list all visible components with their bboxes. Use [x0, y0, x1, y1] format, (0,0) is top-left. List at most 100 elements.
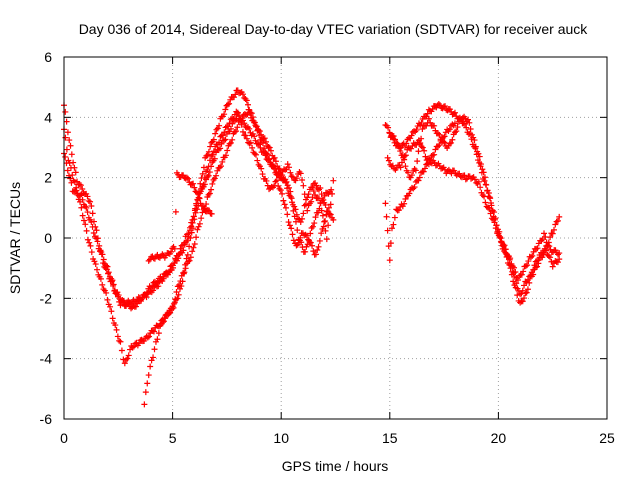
data-point: [154, 279, 161, 286]
data-point: [66, 137, 73, 144]
data-point: [543, 247, 550, 254]
data-point: [275, 182, 282, 189]
data-point: [554, 251, 561, 258]
data-point: [216, 164, 223, 171]
data-point: [147, 363, 154, 370]
data-point: [173, 296, 180, 303]
data-point: [243, 135, 250, 142]
data-point: [518, 290, 525, 297]
data-point: [442, 103, 449, 110]
data-point: [219, 158, 226, 165]
data-point: [231, 129, 238, 136]
data-point: [200, 181, 207, 188]
data-point: [547, 254, 554, 261]
data-point: [274, 163, 281, 170]
data-point: [89, 223, 96, 230]
data-point: [188, 229, 195, 236]
data-point: [267, 147, 274, 154]
data-point: [252, 122, 259, 129]
data-point: [146, 333, 153, 340]
data-point: [171, 245, 178, 252]
data-point: [308, 224, 315, 231]
data-point: [468, 131, 475, 138]
data-point: [221, 129, 228, 136]
y-tick-label: -4: [40, 351, 53, 367]
data-point: [479, 166, 486, 173]
data-point: [451, 120, 458, 127]
data-point: [327, 201, 334, 208]
data-point: [421, 147, 428, 154]
data-point: [385, 243, 392, 250]
data-point: [314, 185, 321, 192]
data-point: [315, 195, 322, 202]
data-point: [180, 269, 187, 276]
data-point: [163, 312, 170, 319]
data-point: [549, 263, 556, 270]
data-point: [462, 115, 469, 122]
data-point: [323, 236, 330, 243]
data-point: [541, 230, 548, 237]
data-point: [208, 210, 215, 217]
x-tick-labels: 0 5 10 15 20 25: [60, 430, 615, 446]
data-point: [311, 220, 318, 227]
data-point: [549, 230, 556, 237]
data-point: [212, 130, 219, 137]
data-point: [397, 148, 404, 155]
data-point: [254, 157, 261, 164]
data-point: [406, 190, 413, 197]
data-point: [180, 247, 187, 254]
data-point: [505, 253, 512, 260]
data-point: [457, 173, 464, 180]
data-point: [271, 154, 278, 161]
data-point: [109, 315, 116, 322]
data-point: [108, 308, 115, 315]
data-point: [272, 178, 279, 185]
data-point: [103, 289, 110, 296]
data-point: [446, 126, 453, 133]
data-point: [389, 162, 396, 169]
y-tick-label: 6: [44, 49, 52, 65]
data-point: [269, 162, 276, 169]
data-point: [511, 273, 518, 280]
data-point: [246, 140, 253, 147]
data-point: [124, 355, 131, 362]
data-point: [529, 252, 536, 259]
data-point: [234, 124, 241, 131]
data-point: [233, 128, 240, 135]
data-point: [403, 140, 410, 147]
data-point: [222, 124, 229, 131]
data-point: [419, 126, 426, 133]
data-point: [193, 234, 200, 241]
data-point: [500, 241, 507, 248]
data-point: [211, 155, 218, 162]
data-point: [88, 219, 95, 226]
series-track-i: [382, 120, 458, 264]
data-point: [281, 201, 288, 208]
data-point: [411, 184, 418, 191]
data-point: [246, 125, 253, 132]
data-point: [83, 227, 90, 234]
data-point: [408, 172, 415, 179]
y-tick-label: 2: [44, 170, 52, 186]
data-point: [87, 242, 94, 249]
data-point: [496, 228, 503, 235]
data-point: [421, 165, 428, 172]
data-point: [199, 170, 206, 177]
data-point: [284, 161, 291, 168]
data-point: [187, 235, 194, 242]
data-point: [196, 195, 203, 202]
data-point: [425, 115, 432, 122]
data-point: [93, 235, 100, 242]
data-point: [211, 175, 218, 182]
data-point: [221, 137, 228, 144]
data-point: [317, 184, 324, 191]
data-point: [205, 172, 212, 179]
data-point: [103, 262, 110, 269]
data-point: [556, 250, 563, 257]
data-point: [393, 165, 400, 172]
data-point: [467, 126, 474, 133]
data-point: [321, 192, 328, 199]
data-point: [262, 138, 269, 145]
data-point: [386, 257, 393, 264]
data-point: [171, 299, 178, 306]
